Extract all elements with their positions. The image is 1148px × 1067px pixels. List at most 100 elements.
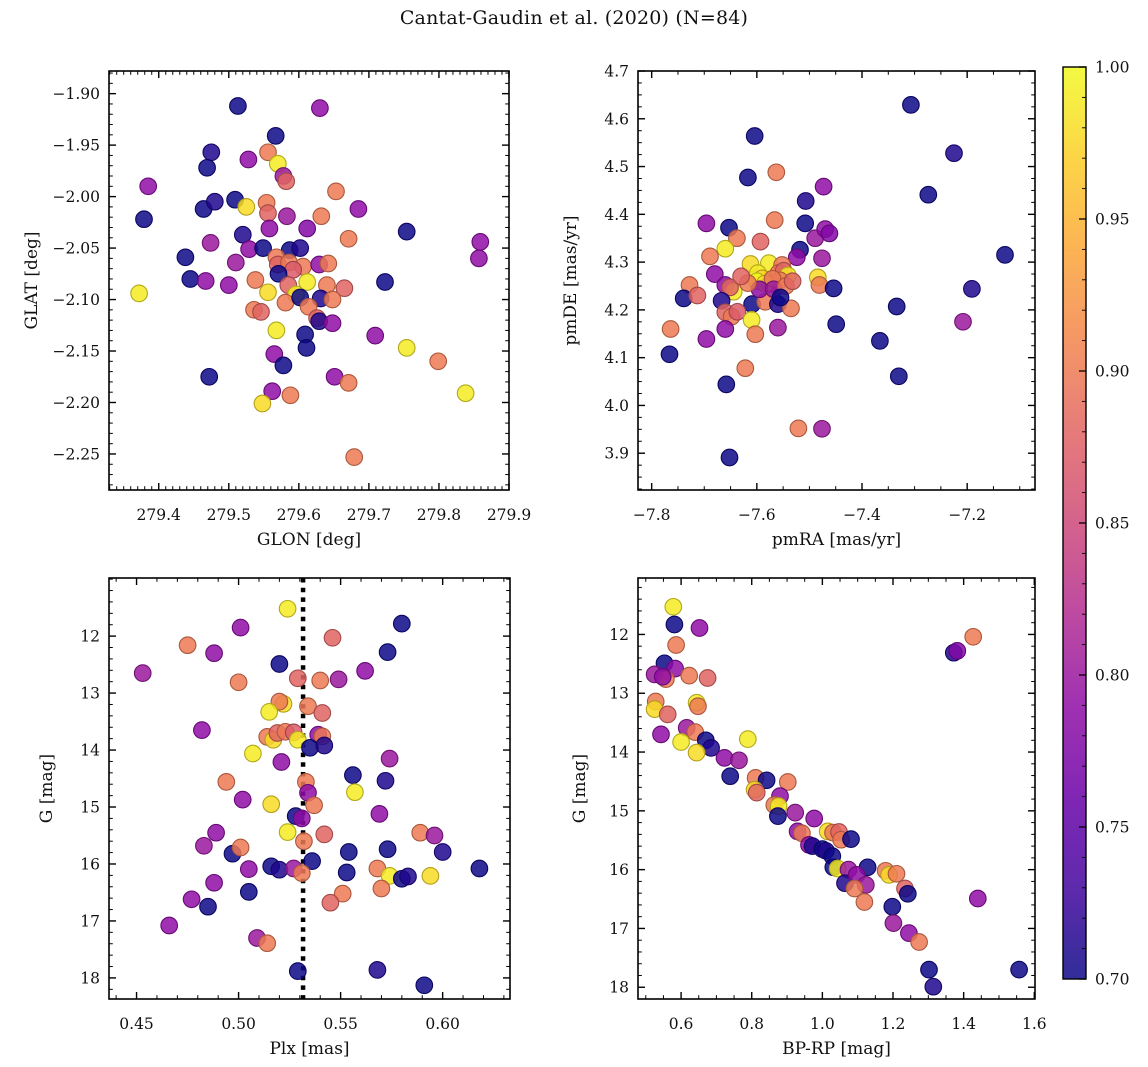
x-tick-label: 0.60	[425, 1015, 460, 1033]
y-tick-label: 12	[80, 628, 100, 646]
scatter-point	[292, 809, 311, 828]
x-tick-label: 1.4	[951, 1015, 976, 1033]
scatter-point	[767, 163, 786, 182]
scatter-point	[201, 234, 220, 252]
scatter-point	[313, 704, 332, 722]
scatter-point	[887, 864, 906, 883]
scatter-point	[380, 749, 399, 768]
scatter-point	[672, 733, 690, 751]
scatter-point	[205, 873, 223, 892]
axis-ticks	[109, 578, 510, 999]
y-tick-label: −1.95	[53, 137, 101, 155]
axis-ticks	[109, 71, 510, 490]
scatter-point	[270, 655, 289, 673]
y-axis-label: G [mag]	[37, 754, 57, 823]
scatter-point	[335, 279, 354, 298]
plot-border	[108, 577, 511, 1000]
scatter-point	[349, 200, 368, 218]
scatter-point	[470, 249, 488, 268]
scatter-point	[276, 293, 295, 312]
scatter-point	[789, 419, 808, 438]
y-tick-label: 4.2	[604, 301, 629, 319]
x-tick-label: 1.2	[881, 1015, 906, 1033]
colorbar-tick-label: 0.95	[1095, 211, 1130, 229]
scatter-point	[269, 264, 288, 283]
x-axis-label: BP-RP [mag]	[782, 1039, 891, 1059]
scatter-point	[323, 290, 342, 309]
scatter-point	[730, 751, 748, 770]
scatter-point	[898, 884, 917, 903]
scatter-point	[889, 367, 908, 386]
scatter-point	[415, 976, 434, 995]
scatter-point	[919, 185, 938, 204]
panel-glon-glat: 279.4 279.5 279.6 279.7 279.8 279.9 −1.90 −1.95…	[22, 70, 531, 550]
scatter-point	[311, 99, 329, 117]
scatter-point	[698, 669, 717, 687]
scatter-point	[996, 246, 1014, 264]
scatter-point	[728, 229, 746, 248]
scatter-point	[653, 667, 672, 686]
scatter-point	[796, 192, 815, 210]
scatter-point	[399, 867, 417, 886]
scatter-point	[945, 144, 963, 163]
scatter-point	[178, 636, 197, 655]
scatter-point	[884, 914, 903, 932]
scatter-point	[260, 219, 279, 238]
scatter-point	[259, 204, 277, 222]
scatter-point	[199, 897, 217, 916]
scatter-point	[297, 339, 316, 357]
scatter-point	[746, 325, 765, 344]
axis-labels: −7.8 −7.6 −7.4 −7.2 4.7 4.6 4.5 4.4 4.3 4.2 4.1 4.0…	[561, 63, 986, 551]
x-tick-label: −7.6	[738, 506, 776, 524]
scatter-point	[299, 697, 317, 716]
scatter-point	[274, 356, 293, 375]
scatter-point	[687, 743, 706, 762]
y-axis-label: pmDE [mas/yr]	[561, 215, 581, 345]
scatter-point	[728, 302, 747, 321]
scatter-point	[323, 628, 342, 647]
scatter-point	[239, 150, 258, 169]
scatter-point	[298, 219, 317, 238]
scatter-point	[883, 897, 902, 916]
scatter-point	[246, 271, 265, 289]
scatter-point	[429, 352, 448, 371]
plot-border	[637, 70, 1036, 491]
scatter-point	[701, 247, 719, 266]
x-tick-label: 0.55	[323, 1015, 358, 1033]
y-tick-label: 12	[609, 626, 629, 644]
x-tick-label: 1.6	[1022, 1015, 1047, 1033]
scatter-point	[372, 879, 391, 898]
scatter-point	[272, 753, 291, 771]
scatter-point	[321, 893, 340, 912]
scatter-point	[871, 332, 889, 350]
y-axis-label: G [mag]	[570, 754, 590, 823]
scatter-point	[842, 830, 860, 848]
scatter-point	[471, 233, 490, 251]
axis-ticks	[638, 70, 1035, 490]
panel-bprp-g: 0.6 0.8 1.0 1.2 1.4 1.6 12 13 14 15 16 17 18 BP-RP [m…	[570, 577, 1047, 1059]
scatter-point	[697, 214, 716, 233]
scatter-point	[824, 279, 843, 298]
scatter-point	[312, 207, 331, 226]
y-tick-label: 4.4	[604, 206, 629, 224]
colorbar-tick-label: 0.70	[1095, 971, 1130, 989]
scatter-point	[205, 644, 223, 663]
x-tick-label: −7.2	[948, 506, 986, 524]
scatter-point	[339, 843, 358, 861]
scatter-point	[258, 934, 277, 953]
scatter-point	[281, 386, 300, 405]
x-tick-label: 279.5	[207, 506, 251, 524]
scatter-point	[470, 859, 489, 878]
scatter-point	[237, 198, 256, 216]
scatter-point	[278, 599, 297, 618]
colorbar-tick-label: 0.80	[1095, 667, 1130, 685]
scatter-point	[253, 394, 272, 413]
panel-plx-g: 0.45 0.50 0.55 0.60 12 13 14 15 16 17 18 Plx [mas] G…	[37, 577, 511, 1059]
scatter-point	[278, 207, 296, 226]
y-tick-label: 14	[80, 742, 100, 760]
scatter-point	[260, 703, 279, 721]
scatter-point	[433, 843, 452, 861]
axis-labels: 0.6 0.8 1.0 1.2 1.4 1.6 12 13 14 15 16 17 18 BP-RP [m…	[570, 626, 1047, 1059]
scatter-point	[456, 384, 475, 403]
colorbar-tick-label: 0.85	[1095, 515, 1130, 533]
